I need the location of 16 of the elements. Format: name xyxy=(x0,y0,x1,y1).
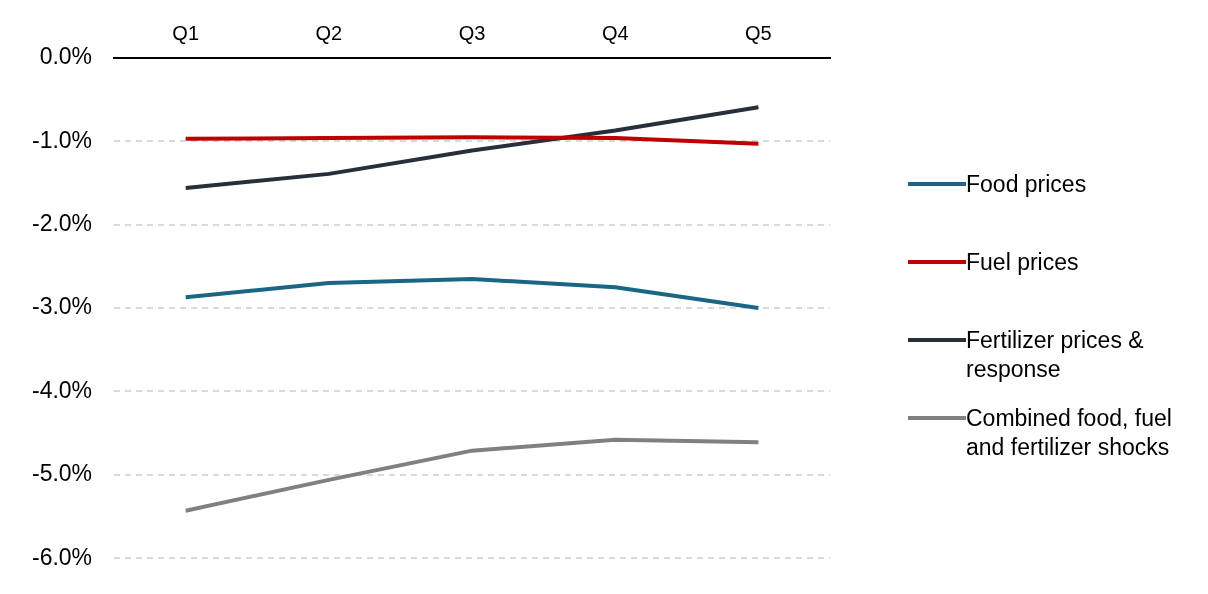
y-tick-label: -5.0% xyxy=(31,460,93,487)
y-tick-label: -3.0% xyxy=(31,293,93,320)
y-tick-label: -2.0% xyxy=(31,210,93,237)
legend-label: Fuel prices xyxy=(966,248,1080,277)
x-tick-label: Q3 xyxy=(458,21,486,44)
x-tick-label: Q4 xyxy=(601,21,629,44)
x-tick-label: Q2 xyxy=(315,21,343,44)
legend-label: Food prices xyxy=(966,170,1088,199)
y-tick-label: 0.0% xyxy=(39,43,93,70)
legend-label: Combined food, fuel and fertilizer shocks xyxy=(966,404,1173,462)
legend-label: Fertilizer prices & response xyxy=(966,326,1145,384)
y-tick-label: -4.0% xyxy=(31,376,93,403)
x-tick-label: Q1 xyxy=(172,21,200,44)
y-tick-label: -1.0% xyxy=(31,126,93,153)
x-tick-label: Q5 xyxy=(745,21,772,44)
y-tick-label: -6.0% xyxy=(31,543,93,570)
